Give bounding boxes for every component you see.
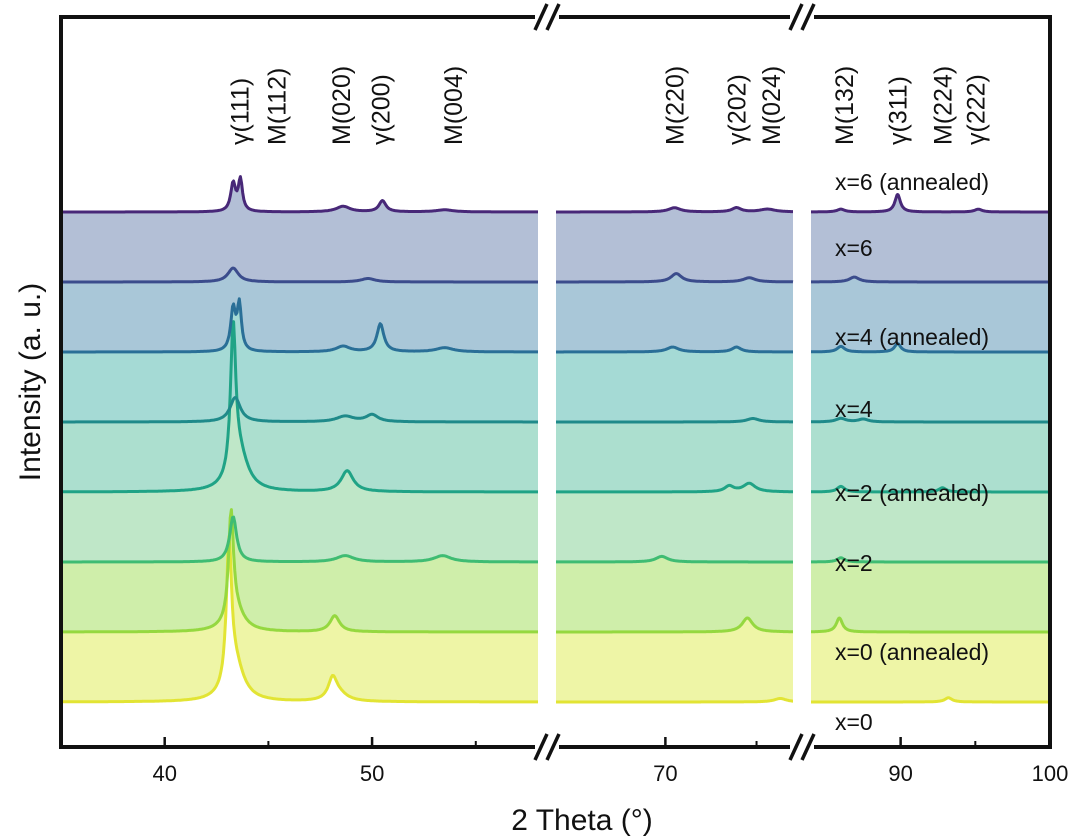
series-line (60, 175, 539, 214)
axis-break-gaps (540, 17, 809, 747)
x-tick-label: 40 (152, 761, 176, 786)
axis-break-gap (540, 17, 554, 747)
series-fill-band (556, 483, 793, 562)
series-fill-band (811, 486, 1050, 562)
series-line (810, 416, 1051, 424)
series-fill-band (61, 268, 538, 352)
sample-label: x=4 (835, 396, 873, 422)
y-axis-title: Intensity (a. u.) (14, 283, 47, 481)
series-line (555, 345, 794, 354)
x-tick-label: 50 (360, 761, 384, 786)
axis-break-mark (788, 3, 804, 31)
series-fill-band (811, 343, 1050, 422)
series-line (555, 697, 794, 704)
series-line (60, 396, 539, 424)
sample-labels: x=0 x=0 (annealed) x=2 x=2 (annealed) x=4 x=4… (835, 169, 989, 735)
series-fill-band (556, 556, 793, 632)
x-axis-ticks: 40 50 70 90 100 (152, 737, 1068, 786)
series-fill-band (811, 618, 1050, 702)
axis-break-marks (533, 3, 816, 761)
series-fill-band (61, 298, 538, 422)
series-fill-band (811, 194, 1050, 282)
series-line (60, 320, 539, 494)
x-tick-label: 100 (1032, 761, 1069, 786)
sample-label: x=6 (annealed) (835, 169, 989, 195)
series-line (810, 616, 1051, 634)
sample-label: x=6 (835, 235, 873, 261)
peak-label: γ(111) (226, 78, 254, 145)
axis-break-mark (533, 3, 549, 31)
series-fill-band (556, 207, 793, 282)
peak-label: γ(202) (724, 74, 752, 145)
series-line (810, 696, 1051, 704)
series-line (555, 206, 794, 214)
sample-label: x=4 (annealed) (835, 324, 989, 350)
series-line (810, 275, 1051, 284)
axis-break-mark (788, 733, 804, 761)
series-line (555, 616, 794, 634)
sample-label: x=0 (835, 709, 873, 735)
peak-label: γ(311) (885, 76, 913, 145)
sample-label: x=2 (annealed) (835, 480, 989, 506)
series-fills (61, 176, 1050, 702)
series-line (555, 272, 794, 284)
peak-label: γ(200) (367, 74, 395, 145)
series-fill-band (556, 618, 793, 702)
axis-break-mark (800, 3, 816, 31)
peak-labels: γ(111) M(112) M(020) γ(200) M(004) M(220) γ(20… (226, 66, 990, 145)
series-fill-band (556, 273, 793, 352)
series-line (810, 342, 1051, 354)
series-line (60, 297, 539, 354)
series-lines (60, 175, 1051, 704)
series-fill-band (811, 277, 1050, 352)
series-fill-band (556, 418, 793, 492)
series-line (555, 417, 794, 424)
axis-break-mark (545, 733, 561, 761)
axis-break-mark (533, 733, 549, 761)
series-line (60, 266, 539, 284)
series-fill-band (811, 418, 1050, 492)
series-line (810, 193, 1051, 214)
series-line (555, 481, 794, 494)
series-fill-band (556, 347, 793, 422)
x-tick-label: 70 (653, 761, 677, 786)
series-line (810, 484, 1051, 494)
sample-label: x=2 (835, 550, 873, 576)
series-line (60, 508, 539, 634)
axis-break-gap (795, 17, 809, 747)
series-fill-band (61, 176, 538, 282)
peak-label: M(004) (440, 66, 468, 145)
peak-label: M(020) (328, 66, 356, 145)
peak-label: M(112) (264, 68, 292, 145)
axis-break-mark (800, 733, 816, 761)
peak-label: M(224) (929, 66, 957, 145)
x-axis-title: 2 Theta (°) (511, 804, 653, 837)
series-fill-band (61, 509, 538, 702)
peak-label: γ(222) (962, 74, 990, 145)
series-line (555, 554, 794, 564)
series-fill-band (61, 321, 538, 492)
series-line (810, 556, 1051, 564)
sample-label: x=0 (annealed) (835, 639, 989, 665)
series-fill-band (61, 509, 538, 632)
series-fill-band (61, 321, 538, 562)
x-tick-label: 90 (888, 761, 912, 786)
peak-label: M(024) (758, 66, 786, 145)
series-line (60, 534, 539, 704)
peak-label: M(132) (831, 66, 859, 145)
axis-break-mark (545, 3, 561, 31)
series-fill-band (811, 557, 1050, 632)
peak-label: M(220) (662, 66, 690, 145)
series-line (60, 515, 539, 564)
